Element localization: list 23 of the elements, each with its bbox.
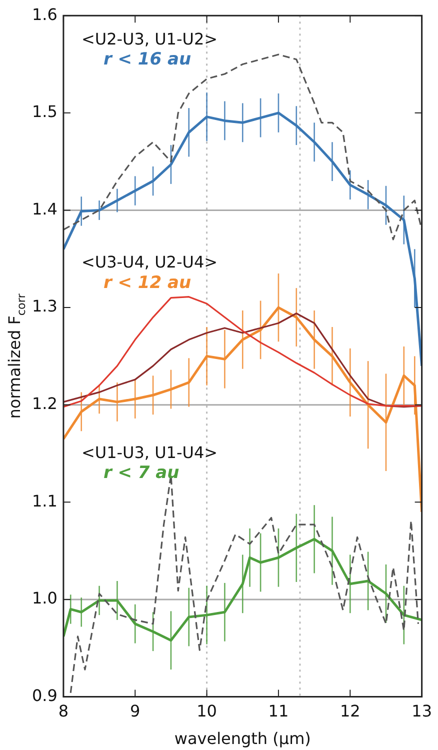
y-tick-label: 1.2 xyxy=(32,394,58,414)
text: r < 7 au xyxy=(103,463,180,484)
x-tick-label: 9 xyxy=(130,702,140,721)
x-axis-title: wavelength (μm) xyxy=(174,729,311,748)
y-tick-label: 1.0 xyxy=(32,588,58,608)
x-tick-label: 8 xyxy=(58,702,69,721)
x-tick-label: 11 xyxy=(268,702,289,721)
annotation: <U1-U3, U1-U4> xyxy=(81,442,218,462)
y-tick-label: 1.1 xyxy=(32,491,58,510)
y-tick-label: 1.5 xyxy=(32,102,58,122)
text: r < 16 au xyxy=(103,50,192,70)
annotation: <U2-U3, U1-U2> xyxy=(81,29,218,48)
text: r < 12 au xyxy=(103,272,192,293)
x-tick-label: 13 xyxy=(412,702,432,721)
y-axis-title: normalized Fcorr xyxy=(5,293,28,419)
y-tick-label: 0.9 xyxy=(32,686,58,705)
y-tick-label: 1.3 xyxy=(32,296,58,316)
x-tick-label: 12 xyxy=(340,702,360,721)
x-tick-label: 10 xyxy=(196,702,217,721)
annotation: <U3-U4, U2-U4> xyxy=(81,252,218,272)
y-tick-label: 1.4 xyxy=(32,199,58,218)
y-tick-label: 1.6 xyxy=(32,4,58,24)
line-series xyxy=(63,54,422,240)
